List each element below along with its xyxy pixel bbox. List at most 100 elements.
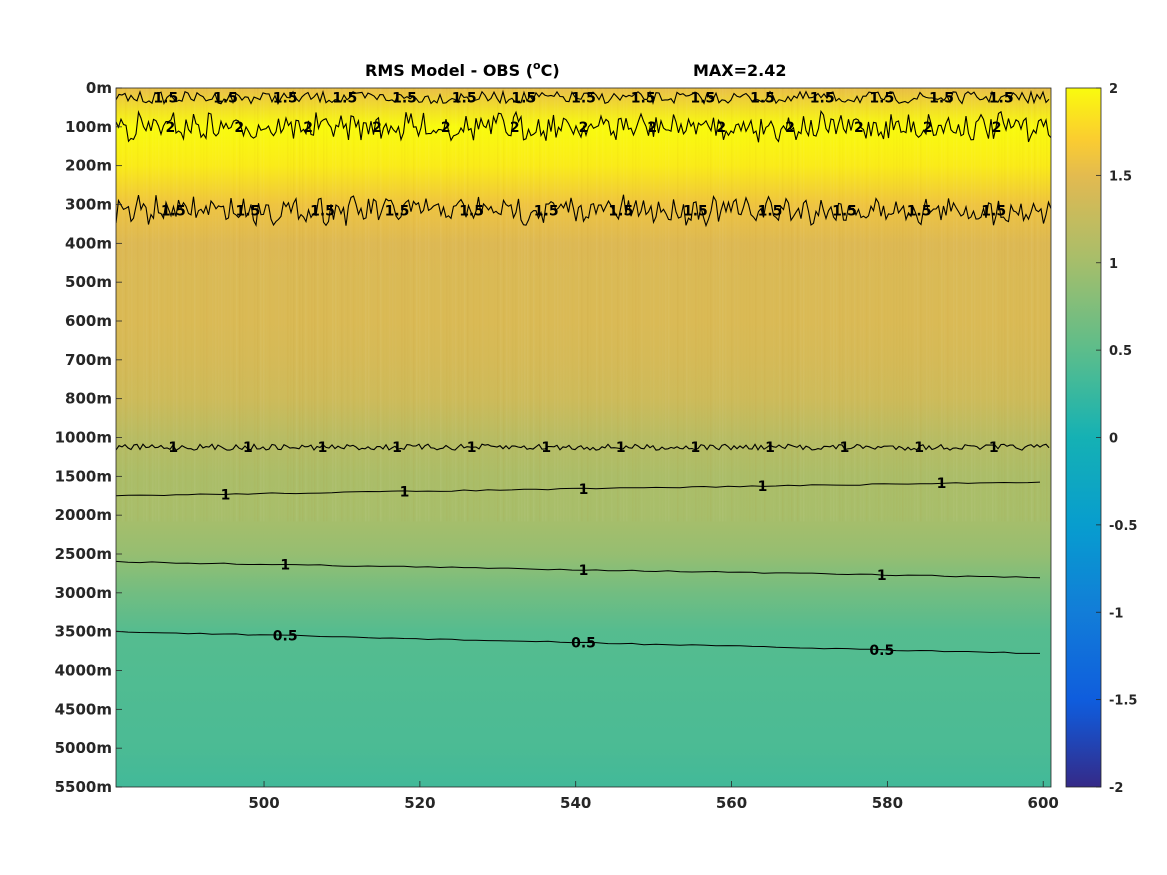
- heatmap-streak: [836, 88, 838, 522]
- contour-label: 1.5: [608, 203, 633, 219]
- x-tick-label: 580: [872, 794, 903, 812]
- heatmap-streak: [974, 88, 976, 521]
- heatmap-streak: [950, 88, 952, 521]
- heatmap-streak: [455, 88, 457, 521]
- heatmap-streak: [749, 88, 751, 521]
- heatmap-streak: [527, 88, 529, 522]
- heatmap-streak: [938, 88, 940, 521]
- heatmap-streak: [590, 88, 592, 521]
- heatmap-streak: [512, 88, 514, 521]
- heatmap-streak: [506, 88, 508, 522]
- heatmap-streak: [1004, 88, 1006, 521]
- contour-label: 2: [441, 120, 451, 136]
- heatmap-streak: [986, 88, 988, 521]
- heatmap-streak: [953, 88, 955, 521]
- heatmap-streak: [242, 88, 244, 521]
- heatmap-streak: [884, 88, 886, 521]
- heatmap-streak: [197, 88, 199, 521]
- heatmap-streak: [797, 88, 799, 522]
- x-tick-label: 540: [560, 794, 591, 812]
- heatmap-streak: [203, 88, 205, 521]
- contour-label: 1.5: [310, 203, 335, 219]
- heatmap-streak: [353, 88, 355, 521]
- heatmap-streak: [467, 88, 469, 522]
- heatmap-streak: [851, 88, 853, 521]
- y-tick-label: 1000m: [55, 429, 112, 447]
- heatmap-streak: [746, 88, 748, 521]
- contour-label: 1.5: [750, 91, 775, 107]
- contour-line: [116, 109, 1051, 143]
- y-tick-label: 300m: [65, 196, 112, 214]
- colorbar-tick-label: -1.5: [1109, 694, 1137, 709]
- heatmap-streak: [542, 88, 544, 521]
- y-tick-label: 4500m: [55, 700, 112, 718]
- heatmap-streak: [539, 88, 541, 522]
- heatmap-streak: [968, 88, 970, 521]
- heatmap-streak: [359, 88, 361, 521]
- heatmap-streak: [338, 88, 340, 521]
- heatmap-streak: [794, 88, 796, 521]
- heatmap-streak: [611, 88, 613, 521]
- contour-label: 1.5: [683, 203, 708, 219]
- heatmap-streak: [521, 88, 523, 521]
- heatmap-streak: [908, 88, 910, 521]
- heatmap-streak: [779, 88, 781, 521]
- heatmap-streak: [1010, 88, 1012, 521]
- heatmap-streak: [221, 88, 223, 521]
- heatmap-streak: [452, 88, 454, 521]
- heatmap-streak: [446, 88, 448, 521]
- contour-label: 0.5: [869, 643, 894, 659]
- heatmap-streak: [803, 88, 805, 522]
- heatmap-streak: [614, 88, 616, 521]
- heatmap-streak: [167, 88, 169, 521]
- heatmap-streak: [692, 88, 694, 521]
- heatmap-streak: [350, 88, 352, 521]
- heatmap-streak: [209, 88, 211, 521]
- heatmap-streak: [866, 88, 868, 521]
- heatmap-streak: [1016, 88, 1018, 521]
- heatmap-streak: [407, 88, 409, 521]
- x-tick-label: 500: [248, 794, 279, 812]
- heatmap-streak: [671, 88, 673, 521]
- heatmap-streak: [476, 88, 478, 521]
- heatmap-streak: [1040, 88, 1042, 521]
- y-tick-label: 5500m: [55, 778, 112, 796]
- heatmap-streak: [845, 88, 847, 521]
- heatmap-streak: [509, 88, 511, 521]
- heatmap-streak: [989, 88, 991, 521]
- contour-label: 1.5: [832, 203, 857, 219]
- heatmap-streak: [776, 88, 778, 521]
- heatmap-streak: [305, 88, 307, 521]
- heatmap-streak: [302, 88, 304, 522]
- heatmap-streak: [566, 88, 568, 521]
- heatmap-streak: [977, 88, 979, 521]
- heatmap-streak: [269, 88, 271, 521]
- heatmap-streak: [881, 88, 883, 521]
- heatmap-streak: [1043, 88, 1045, 521]
- heatmap-streak: [377, 88, 379, 521]
- heatmap-streak: [740, 88, 742, 521]
- heatmap-streak: [548, 88, 550, 521]
- heatmap-streak: [314, 88, 316, 521]
- heatmap-streak: [308, 88, 310, 521]
- contour-label: 1.5: [571, 91, 596, 107]
- heatmap-streak: [575, 88, 577, 521]
- heatmap-streak: [689, 88, 691, 521]
- heatmap-streak: [395, 88, 397, 521]
- heatmap-streak: [1037, 88, 1039, 521]
- heatmap-streak: [383, 88, 385, 521]
- x-tick-label: 520: [404, 794, 435, 812]
- heatmap-streak: [143, 88, 145, 521]
- heatmap-streak: [905, 88, 907, 521]
- heatmap-streak: [596, 88, 598, 522]
- heatmap-streak: [695, 88, 697, 521]
- heatmap-streak: [296, 88, 298, 522]
- heatmap-streak: [413, 88, 415, 521]
- heatmap-streak: [293, 88, 295, 522]
- heatmap-streak: [683, 88, 685, 521]
- y-tick-label: 200m: [65, 157, 112, 175]
- heatmap-streak: [980, 88, 982, 521]
- contour-label: 1: [400, 485, 410, 501]
- heatmap-streak: [680, 88, 682, 521]
- heatmap-streak: [524, 88, 526, 522]
